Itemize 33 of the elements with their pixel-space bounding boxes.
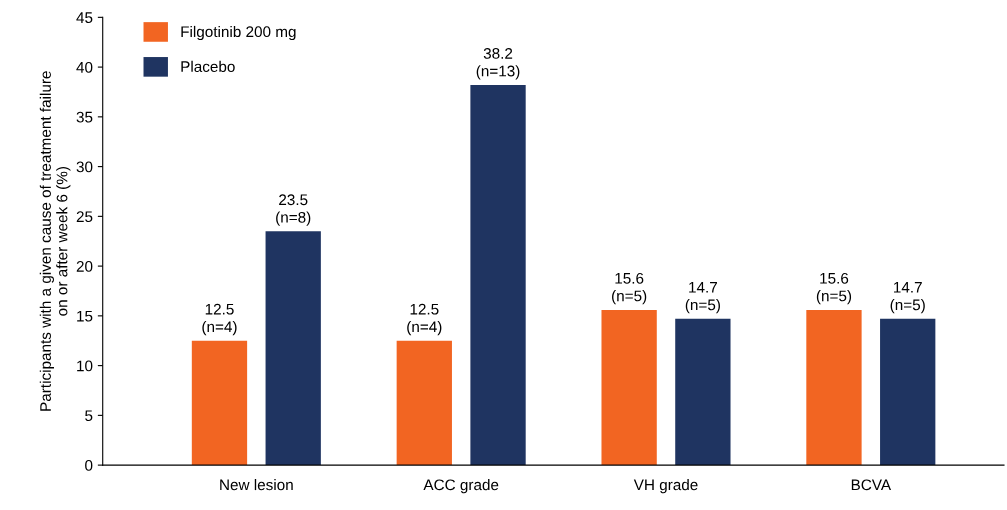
- y-axis-title: Participants with a given cause of treatment failure on or after week 6 (%): [39, 71, 71, 411]
- legend-label: Placebo: [181, 60, 235, 73]
- bar: [675, 318, 731, 466]
- y-tick-label: 45: [76, 12, 93, 24]
- x-tick-label: BCVA: [851, 479, 892, 491]
- data-label: 14.7 (n=5): [685, 282, 720, 314]
- bar: [191, 340, 248, 466]
- data-label: 38.2 (n=13): [476, 48, 520, 80]
- x-tick-label: New lesion: [220, 479, 293, 491]
- data-label: 15.6 (n=5): [612, 272, 647, 305]
- data-label: 14.7 (n=5): [890, 282, 925, 314]
- y-tick-label: 35: [76, 111, 93, 123]
- y-tick-label: 15: [77, 310, 93, 322]
- y-tick-label: 5: [85, 410, 93, 422]
- y-tick-label: 20: [76, 260, 93, 272]
- y-tick-label: 0: [85, 459, 93, 471]
- data-label: 12.5 (n=4): [202, 303, 237, 336]
- bar: [265, 231, 321, 466]
- bar: [470, 85, 526, 466]
- bar: [880, 318, 936, 466]
- x-tick-label: ACC grade: [423, 479, 499, 494]
- y-tick-label: 30: [76, 161, 93, 173]
- data-label: 23.5 (n=8): [276, 194, 311, 226]
- x-tick-label: VH grade: [633, 479, 698, 494]
- legend-label: Filgotinib 200 mg: [181, 25, 296, 41]
- bar: [396, 340, 452, 466]
- data-label: 12.5 (n=4): [407, 303, 442, 336]
- bar: [601, 309, 657, 466]
- bar: [806, 309, 862, 466]
- y-tick-label: 10: [77, 360, 93, 372]
- y-tick-label: 40: [76, 61, 93, 73]
- y-tick-label: 25: [76, 211, 93, 223]
- data-label: 15.6 (n=5): [816, 272, 852, 305]
